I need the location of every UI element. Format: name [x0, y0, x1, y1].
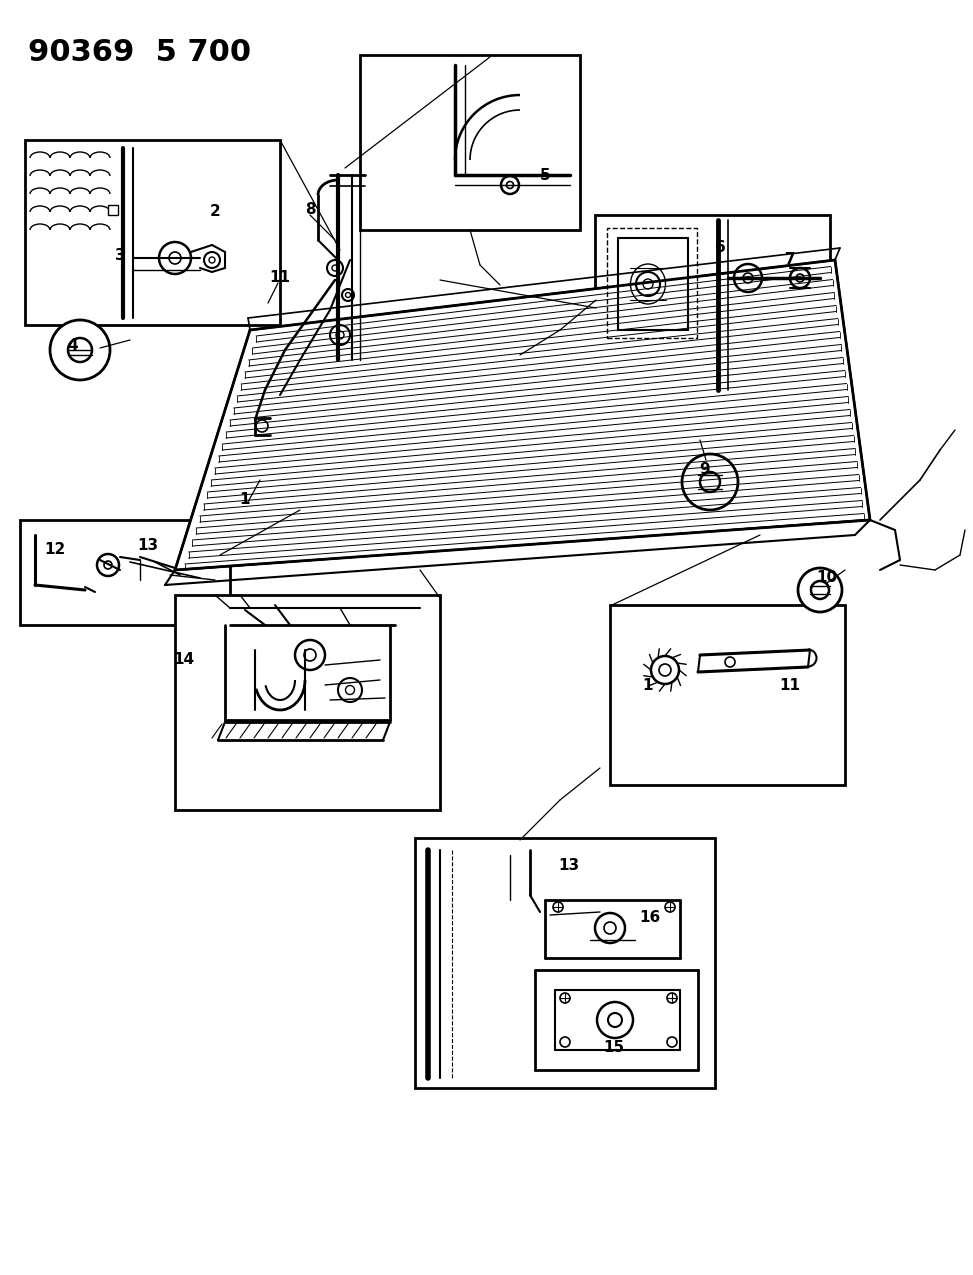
Circle shape — [636, 272, 660, 296]
Bar — [610, 606, 845, 785]
Bar — [20, 520, 230, 625]
Circle shape — [734, 264, 762, 292]
Circle shape — [595, 913, 625, 944]
Circle shape — [643, 279, 653, 289]
Circle shape — [553, 901, 563, 912]
Bar — [415, 838, 715, 1088]
Text: 11: 11 — [270, 270, 291, 286]
Circle shape — [169, 252, 181, 264]
Circle shape — [345, 686, 354, 695]
Circle shape — [725, 657, 735, 667]
Circle shape — [159, 242, 191, 274]
Bar — [175, 595, 440, 810]
Text: 8: 8 — [305, 203, 315, 218]
Circle shape — [345, 292, 350, 297]
Circle shape — [332, 265, 338, 272]
Text: 5: 5 — [540, 167, 551, 182]
Bar — [360, 55, 580, 230]
Circle shape — [608, 1014, 622, 1026]
Circle shape — [97, 555, 119, 576]
Bar — [595, 215, 830, 395]
Circle shape — [68, 338, 92, 362]
Circle shape — [501, 176, 519, 194]
Circle shape — [204, 252, 220, 268]
Text: 6: 6 — [714, 241, 726, 255]
Circle shape — [304, 649, 316, 660]
Circle shape — [659, 664, 671, 676]
Text: 10: 10 — [816, 570, 838, 585]
Text: 9: 9 — [700, 463, 710, 478]
Text: 2: 2 — [209, 204, 220, 219]
Circle shape — [50, 320, 110, 380]
Circle shape — [743, 273, 753, 283]
Circle shape — [796, 274, 804, 282]
Text: 15: 15 — [603, 1040, 625, 1056]
Circle shape — [507, 181, 514, 189]
Circle shape — [256, 419, 268, 432]
Circle shape — [342, 289, 354, 301]
Circle shape — [790, 268, 810, 288]
Circle shape — [338, 678, 362, 703]
Text: 90369  5 700: 90369 5 700 — [28, 38, 251, 68]
Bar — [607, 228, 697, 338]
Bar — [25, 140, 280, 325]
Bar — [108, 205, 118, 215]
Circle shape — [665, 901, 675, 912]
Circle shape — [811, 581, 829, 599]
Text: 7: 7 — [784, 252, 795, 268]
Text: 11: 11 — [779, 677, 801, 692]
Circle shape — [295, 640, 325, 669]
Circle shape — [330, 325, 350, 346]
Circle shape — [651, 657, 679, 683]
Circle shape — [327, 260, 343, 275]
Text: 1: 1 — [239, 492, 250, 507]
Text: 16: 16 — [639, 910, 661, 926]
Circle shape — [700, 472, 720, 492]
Circle shape — [209, 258, 215, 263]
Circle shape — [604, 922, 616, 935]
Polygon shape — [175, 260, 870, 570]
Circle shape — [560, 1037, 570, 1047]
Text: 13: 13 — [559, 858, 580, 872]
Text: 12: 12 — [45, 542, 65, 557]
Circle shape — [682, 454, 738, 510]
Circle shape — [667, 1037, 677, 1047]
Text: 14: 14 — [173, 653, 195, 668]
Circle shape — [667, 993, 677, 1003]
Circle shape — [336, 332, 344, 339]
Circle shape — [798, 567, 842, 612]
Circle shape — [597, 1002, 633, 1038]
Circle shape — [104, 561, 112, 569]
Text: 4: 4 — [68, 338, 78, 352]
Circle shape — [560, 993, 570, 1003]
Text: 1: 1 — [643, 677, 653, 692]
Text: 13: 13 — [137, 538, 159, 552]
Text: 3: 3 — [115, 247, 126, 263]
